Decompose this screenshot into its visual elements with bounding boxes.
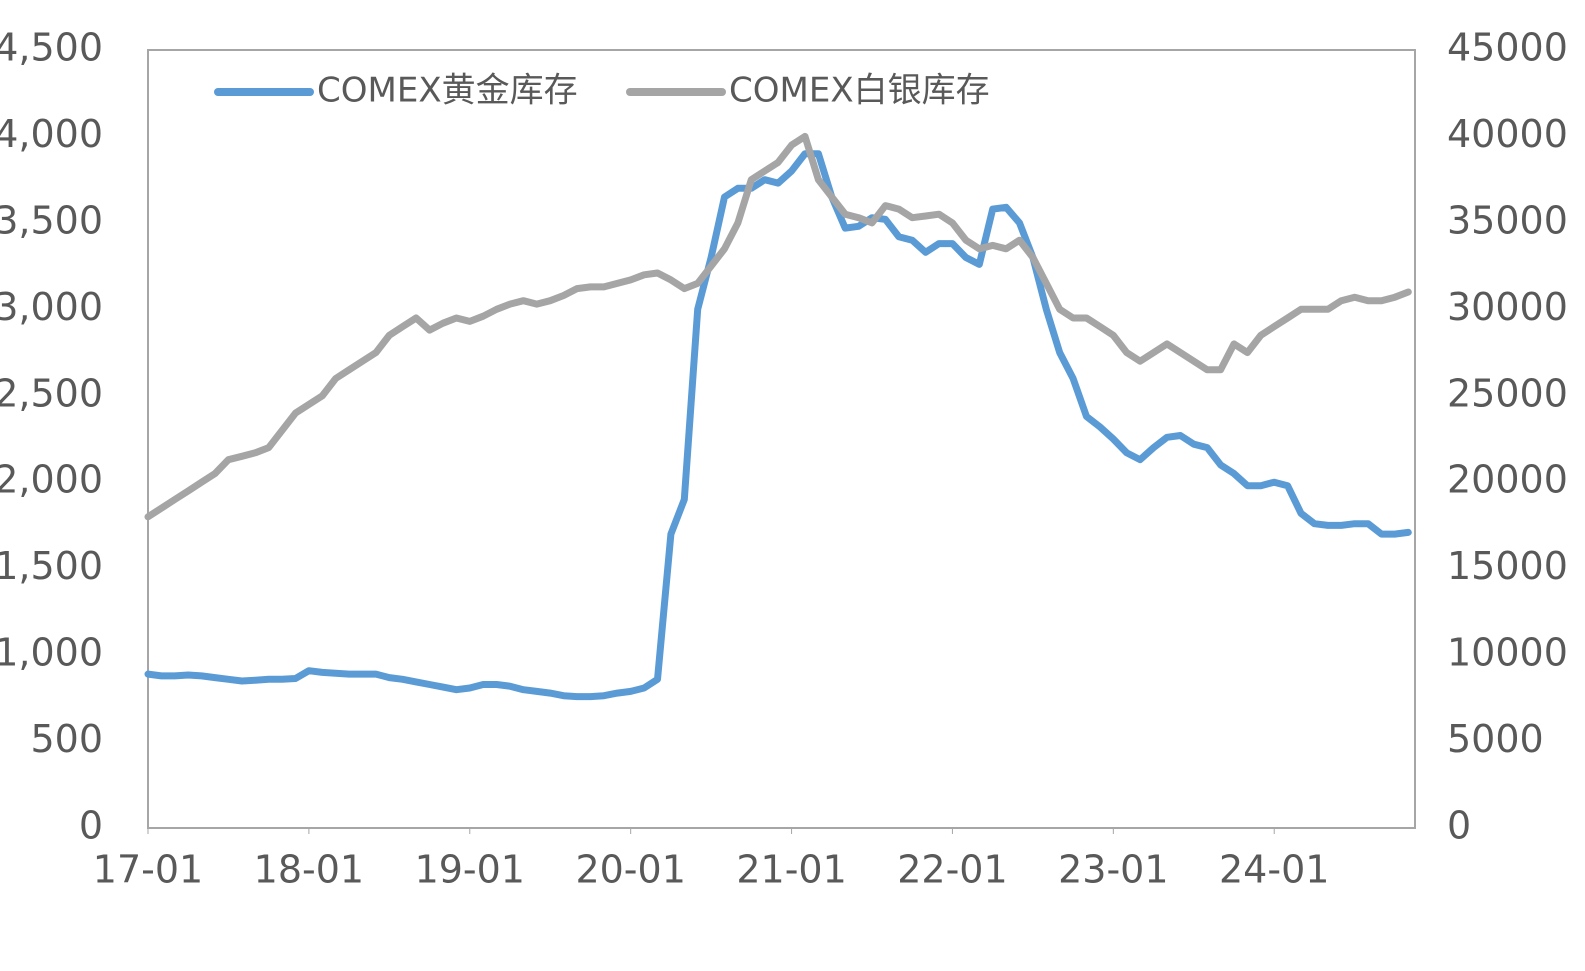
series-line xyxy=(144,150,1412,701)
x-tick-label: 19-01 xyxy=(415,848,525,892)
y-tick-label: 3,500 xyxy=(0,198,103,242)
x-tick-label: 22-01 xyxy=(897,848,1007,892)
x-tick-label: 20-01 xyxy=(575,848,685,892)
y-tick-label: 1,000 xyxy=(0,631,103,675)
x-tick-label: 24-01 xyxy=(1219,848,1329,892)
y2-tick-label: 5000 xyxy=(1447,717,1544,761)
y2-tick-label: 15000 xyxy=(1447,544,1568,588)
y-tick-label: 0 xyxy=(79,804,103,848)
x-tick-label: 17-01 xyxy=(93,848,203,892)
y-tick-label: 1,500 xyxy=(0,544,103,588)
y2-tick-label: 20000 xyxy=(1447,458,1568,502)
legend-label: COMEX黄金库存 xyxy=(317,71,578,111)
y2-tick-label: 0 xyxy=(1447,804,1471,848)
y2-tick-label: 45000 xyxy=(1447,26,1568,70)
y2-tick-label: 25000 xyxy=(1447,371,1568,415)
y-tick-label: 3,000 xyxy=(0,285,103,329)
plot-frame xyxy=(147,49,1416,829)
y2-tick-label: 10000 xyxy=(1447,631,1568,675)
x-tick-label: 18-01 xyxy=(254,848,364,892)
y-tick-label: 4,500 xyxy=(0,26,103,70)
y2-tick-label: 35000 xyxy=(1447,198,1568,242)
legend-label: COMEX白银库存 xyxy=(729,71,990,111)
y-tick-label: 500 xyxy=(30,717,103,761)
y2-tick-label: 30000 xyxy=(1447,285,1568,329)
y2-tick-label: 40000 xyxy=(1447,112,1568,156)
x-tick-label: 23-01 xyxy=(1058,848,1168,892)
x-tick-label: 21-01 xyxy=(736,848,846,892)
y-tick-label: 2,500 xyxy=(0,371,103,415)
series-line xyxy=(144,132,1412,521)
y-tick-label: 2,000 xyxy=(0,458,103,502)
y-tick-label: 4,000 xyxy=(0,112,103,156)
